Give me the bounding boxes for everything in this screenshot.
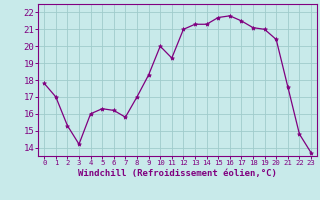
X-axis label: Windchill (Refroidissement éolien,°C): Windchill (Refroidissement éolien,°C) <box>78 169 277 178</box>
